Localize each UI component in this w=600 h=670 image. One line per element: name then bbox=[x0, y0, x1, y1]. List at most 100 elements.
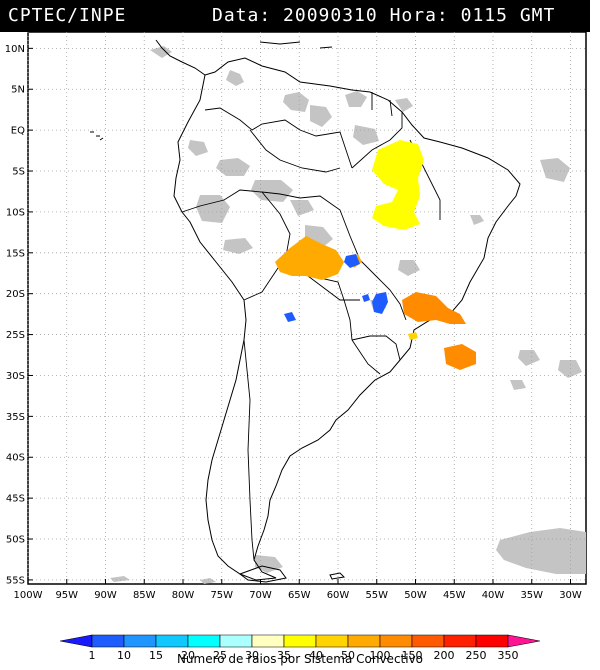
lightning-cluster bbox=[344, 254, 360, 268]
timezone-label: GMT bbox=[519, 5, 556, 26]
cloud-patch bbox=[345, 91, 367, 107]
color-scale-tick-label: 15 bbox=[149, 649, 163, 662]
latitude-label: 10N bbox=[5, 44, 25, 55]
color-scale-segment bbox=[347, 634, 381, 648]
color-scale-segment bbox=[123, 634, 157, 648]
color-scale-segment bbox=[443, 634, 477, 648]
color-scale-caption: Numero de raios por Sistema Convectivo bbox=[176, 652, 424, 666]
longitude-label: 40W bbox=[482, 590, 505, 601]
longitude-label: 80W bbox=[172, 590, 195, 601]
color-scale-segment bbox=[411, 634, 445, 648]
longitude-label: 85W bbox=[133, 590, 156, 601]
lightning-cluster bbox=[408, 332, 418, 340]
cloud-patch bbox=[398, 260, 420, 276]
hour-label: Hora: bbox=[389, 5, 449, 26]
color-scale-segment bbox=[155, 634, 189, 648]
lightning-cluster bbox=[275, 236, 344, 280]
cloud-patch bbox=[216, 158, 250, 176]
color-scale-ticks: 1 10 15 20 25 30 35 40 50 100 150 200 250 350 bbox=[89, 649, 519, 662]
cloud-patch bbox=[200, 578, 216, 584]
cloud-patch bbox=[110, 576, 130, 582]
cloud-patch bbox=[395, 98, 413, 112]
cloud-patch bbox=[470, 215, 484, 225]
longitude-label: 35W bbox=[520, 590, 543, 601]
latitude-label: 5N bbox=[11, 85, 25, 96]
latitude-label: 35S bbox=[6, 412, 25, 423]
lightning-map: 10N 5N EQ 5S 10S 15S 20S 25S 30S 35S 40S 45S 50S 55S 1… bbox=[5, 31, 587, 601]
galapagos-islands bbox=[90, 131, 104, 141]
color-scale-tick-label: 50 bbox=[341, 649, 355, 662]
lightning-layer bbox=[275, 140, 476, 370]
color-scale-tick-label: 1 bbox=[89, 649, 96, 662]
cloud-patch bbox=[310, 105, 332, 127]
latitude-label: 30S bbox=[6, 371, 25, 382]
axis-labels: 10N 5N EQ 5S 10S 15S 20S 25S 30S 35S 40S 45S 50S 55S 1… bbox=[5, 44, 582, 601]
source-label: CPTEC/INPE bbox=[8, 5, 127, 26]
color-scale-segment bbox=[379, 634, 413, 648]
cloud-patch bbox=[540, 158, 570, 182]
longitude-label: 70W bbox=[249, 590, 272, 601]
longitude-label: 60W bbox=[327, 590, 350, 601]
color-scale-tick-label: 250 bbox=[466, 649, 487, 662]
color-scale: 1 10 15 20 25 30 35 40 50 100 150 200 250 350 bbox=[59, 634, 541, 662]
coastline-layer bbox=[90, 39, 521, 583]
central-america-coastline bbox=[155, 39, 206, 76]
color-scale-segment bbox=[507, 634, 541, 648]
color-scale-tick-label: 100 bbox=[370, 649, 391, 662]
latitude-label: 5S bbox=[12, 167, 25, 178]
border-line bbox=[299, 269, 360, 301]
color-scale-segments bbox=[59, 634, 541, 648]
color-scale-tick-label: 30 bbox=[245, 649, 259, 662]
latitude-label: 55S bbox=[6, 575, 25, 586]
lightning-cluster bbox=[284, 312, 296, 322]
border-line bbox=[243, 339, 255, 561]
color-scale-tick-label: 200 bbox=[434, 649, 455, 662]
lightning-cluster bbox=[372, 292, 388, 314]
color-scale-tick-label: 20 bbox=[181, 649, 195, 662]
latitude-label: 45S bbox=[6, 494, 25, 505]
color-scale-segment bbox=[283, 634, 317, 648]
cloud-patch bbox=[251, 180, 293, 202]
latitude-label: 50S bbox=[6, 535, 25, 546]
falkland-islands bbox=[329, 572, 346, 580]
border-line bbox=[351, 339, 381, 375]
cloud-patch bbox=[188, 140, 208, 156]
lightning-cluster bbox=[444, 344, 476, 370]
longitude-label: 100W bbox=[14, 590, 43, 601]
cloud-cover-layer bbox=[110, 46, 586, 584]
color-scale-tick-label: 10 bbox=[117, 649, 131, 662]
longitude-label: 50W bbox=[404, 590, 427, 601]
latitude-label: 10S bbox=[6, 207, 25, 218]
color-scale-segment bbox=[59, 634, 93, 648]
cloud-patch bbox=[283, 92, 309, 112]
lightning-cluster bbox=[362, 294, 370, 302]
latitude-label: 20S bbox=[6, 289, 25, 300]
color-scale-tick-label: 40 bbox=[309, 649, 323, 662]
cloud-patch bbox=[226, 70, 244, 86]
border-line bbox=[351, 335, 401, 361]
color-scale-segment bbox=[187, 634, 221, 648]
cloud-patch bbox=[150, 46, 172, 58]
cloud-patch bbox=[510, 380, 526, 390]
cloud-patch bbox=[558, 360, 582, 378]
cloud-patch bbox=[496, 528, 586, 574]
date-value: 20090310 bbox=[283, 5, 378, 26]
border-line bbox=[371, 92, 393, 117]
hour-value: 0115 bbox=[460, 5, 508, 26]
caribbean-islands bbox=[259, 41, 333, 49]
date-label: Data: bbox=[212, 5, 272, 26]
color-scale-segment bbox=[219, 634, 253, 648]
border-line bbox=[181, 189, 291, 257]
cloud-patch bbox=[223, 238, 253, 254]
latitude-label: 40S bbox=[6, 453, 25, 464]
datetime-label: Data: 20090310 Hora: 0115 GMT bbox=[212, 5, 555, 26]
latitude-label: EQ bbox=[11, 126, 25, 137]
color-scale-tick-label: 25 bbox=[213, 649, 227, 662]
border-line bbox=[204, 107, 301, 131]
cloud-patch bbox=[255, 555, 283, 573]
latitude-label: 15S bbox=[6, 248, 25, 259]
border-line bbox=[299, 129, 353, 169]
color-scale-segment bbox=[315, 634, 349, 648]
color-scale-tick-label: 35 bbox=[277, 649, 291, 662]
border-line bbox=[261, 191, 351, 237]
